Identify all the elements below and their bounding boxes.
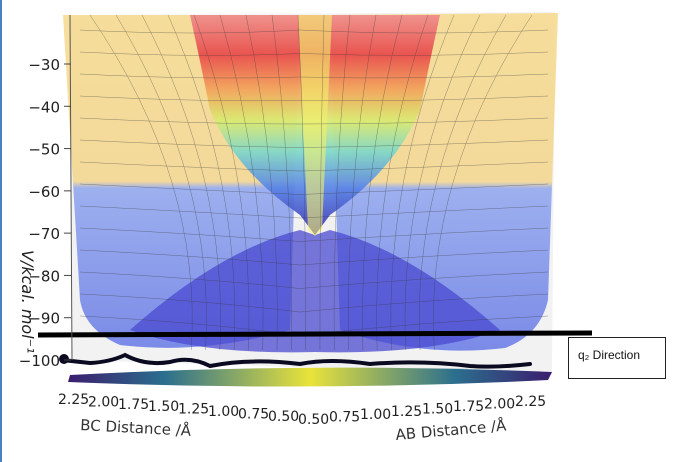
z-tick-label: −80	[28, 267, 60, 285]
mesh-line	[193, 14, 250, 351]
bc-tick-label: 2.00	[88, 394, 119, 410]
mesh-line	[404, 14, 481, 351]
mesh-line	[141, 14, 221, 351]
mesh-line	[390, 14, 455, 351]
z-tick-label: −90	[28, 310, 60, 328]
z-axis-ticks: −30 −40 −50 −60 −70 −80 −90 −100	[19, 56, 71, 370]
contour-base	[68, 367, 552, 387]
surface-channel	[298, 15, 332, 236]
bc-tick-label: 2.25	[58, 392, 89, 408]
mesh-line	[245, 14, 278, 351]
z-tick-label: −40	[28, 98, 60, 116]
bc-tick-label: 0.50	[268, 409, 299, 425]
ab-tick-label: 2.25	[515, 394, 546, 410]
bc-tick-label: 1.75	[118, 397, 149, 413]
mesh-line	[79, 227, 549, 242]
ab-tick-label: 1.75	[453, 399, 484, 415]
ab-tick-label: 0.75	[329, 409, 360, 425]
mesh-line	[79, 183, 549, 195]
mesh-line	[79, 51, 549, 56]
bc-tick-label: 1.50	[148, 399, 179, 415]
bc-axis-label: BC Distance /Å	[80, 415, 193, 440]
mesh-line	[362, 14, 403, 351]
mesh-line	[271, 14, 292, 351]
z-tick-label: −100	[19, 352, 60, 370]
z-tick-label: −30	[28, 56, 60, 74]
mesh-line	[433, 14, 533, 351]
window-edge	[0, 0, 2, 462]
q2-direction-line	[37, 330, 593, 338]
ab-tick-label: 1.50	[422, 402, 453, 418]
mesh-line	[115, 14, 207, 351]
mesh-line	[333, 14, 351, 351]
path-start-marker	[59, 354, 69, 364]
ab-tick-label: 2.00	[484, 396, 515, 412]
ab-tick-label: 1.25	[391, 404, 422, 420]
bc-tick-label: 1.25	[178, 402, 209, 418]
q2-direction-annotation: q₂ Direction	[568, 337, 666, 379]
mesh-line	[219, 14, 264, 351]
mesh-line	[79, 293, 549, 313]
surface-valley-floor	[130, 230, 500, 353]
mesh-line	[79, 161, 549, 172]
mesh-line	[79, 271, 549, 289]
annotation-text: q₂ Direction	[578, 348, 641, 362]
ab-axis-ticks: 0.50 0.75 1.00 1.25 1.50 1.75 2.00 2.25	[298, 394, 546, 428]
mesh-line	[348, 14, 377, 351]
z-tick-label: −50	[28, 141, 60, 159]
ab-tick-label: 1.00	[360, 407, 391, 423]
mesh-line	[79, 95, 549, 102]
mesh-line	[319, 14, 325, 351]
z-tick-label: −70	[28, 225, 60, 243]
z-axis-line	[69, 14, 73, 361]
z-tick-label: −60	[28, 183, 60, 201]
bc-tick-label: 1.00	[208, 404, 239, 420]
mesh-line	[79, 205, 549, 219]
surface-mesh	[79, 14, 549, 351]
mesh-line	[79, 139, 549, 148]
bc-tick-label: 0.75	[238, 406, 269, 422]
minimum-energy-path	[60, 352, 532, 369]
mesh-line	[376, 14, 429, 351]
mesh-line	[79, 117, 549, 125]
bc-axis-ticks: 2.252.001.751.501.251.000.750.50	[58, 392, 299, 425]
mesh-line	[89, 14, 193, 351]
mesh-line	[418, 14, 507, 351]
mesh-line	[167, 14, 236, 351]
mesh-line	[79, 249, 549, 266]
z-axis-label: V/kcal. mol⁻¹	[18, 250, 37, 354]
ab-tick-label: 0.50	[298, 412, 329, 428]
mesh-line	[79, 73, 549, 79]
mesh-line	[297, 14, 306, 351]
